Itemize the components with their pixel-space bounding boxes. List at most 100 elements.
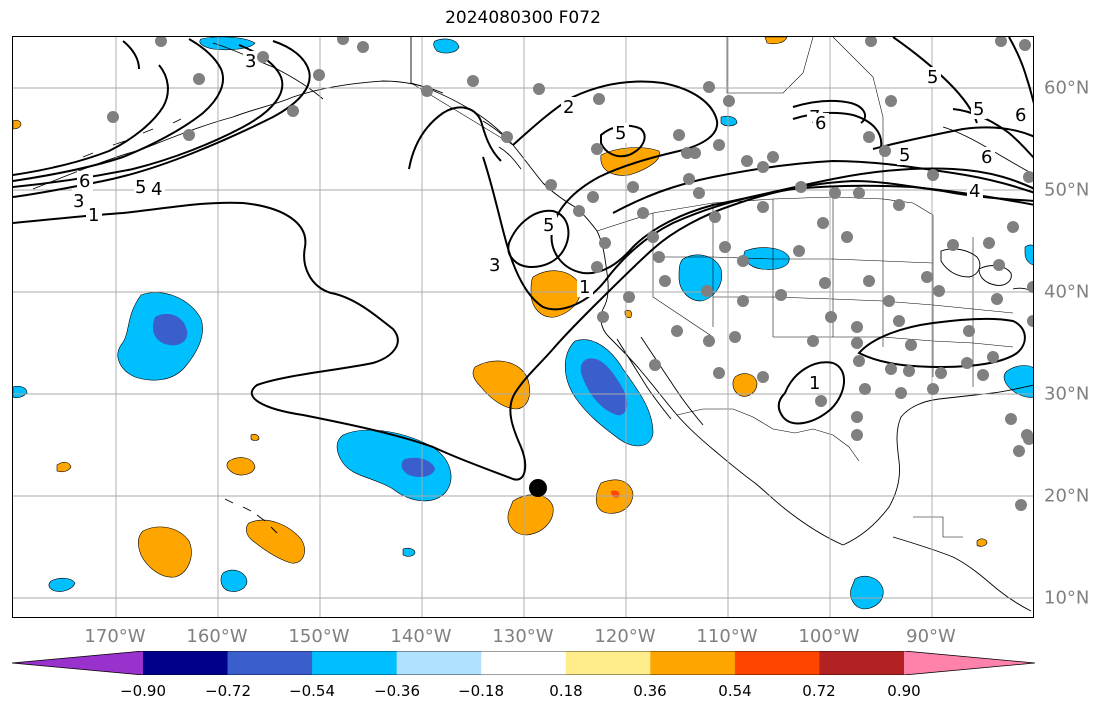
contour-label-5-east: 5 <box>899 145 910 166</box>
neg-core-nw-pacific <box>152 313 188 346</box>
contour-2 <box>512 80 1033 275</box>
neg-core-baja <box>580 358 628 416</box>
lat-label-40n: 40°N <box>1044 281 1090 303</box>
neg-patch-tiny-1 <box>402 547 416 557</box>
contour-1-inner <box>408 106 502 170</box>
lon-label-150w: 150°W <box>288 626 350 647</box>
colorbar-extend-high <box>904 651 1035 675</box>
neg-patch-tiny-2 <box>720 115 738 127</box>
pos-patch-ne-pacific <box>530 270 581 318</box>
contour-label-5-bc: 5 <box>615 123 626 144</box>
contour-5-north <box>13 38 224 182</box>
lat-label-10n: 10°N <box>1044 587 1090 609</box>
colorbar-segment <box>396 651 482 675</box>
contour-7 <box>122 40 867 124</box>
colorbar-segment <box>650 651 736 675</box>
contour-label-5-ne: 5 <box>927 67 938 88</box>
contour-label-3-west: 3 <box>73 191 84 212</box>
map-panel: 1 3 5 4 6 3 2 5 5 3 1 7 6 5 4 6 5 5 6 <box>12 36 1034 618</box>
colorbar-segment <box>143 651 229 675</box>
neg-patch-hudson <box>433 38 460 54</box>
contour-5-east <box>872 126 1033 150</box>
contour-label-4-west: 4 <box>151 179 162 200</box>
colorbar-segment <box>565 651 651 675</box>
contour-1-main <box>13 179 1033 481</box>
pos-patch-tropical-1 <box>507 494 554 536</box>
lon-label-110w: 110°W <box>696 626 758 647</box>
colorbar-segment <box>227 651 313 675</box>
colorbar-tick-label: 0.18 <box>549 682 583 700</box>
colorbar-tick-label: 0.36 <box>633 682 667 700</box>
neg-patch-gulf-coast <box>1003 365 1033 398</box>
contour-label-1-coast: 1 <box>579 277 590 298</box>
lon-label-170w: 170°W <box>84 626 146 647</box>
colorbar-tick-label: 0.72 <box>802 682 836 700</box>
lat-label-20n: 20°N <box>1044 485 1090 507</box>
storm-position-marker <box>529 479 547 497</box>
colorbar-segment <box>734 651 820 675</box>
lat-label-60n: 60°N <box>1044 77 1090 99</box>
lon-label-140w: 140°W <box>390 626 452 647</box>
contour-label-3-low: 3 <box>489 255 500 276</box>
colorbar-extend-low <box>12 651 143 675</box>
contour-label-5-ne2: 5 <box>973 99 984 120</box>
neg-patch-great-basin <box>678 254 723 302</box>
lat-label-50n: 50°N <box>1044 179 1090 201</box>
pos-patch-off-baja <box>472 360 530 410</box>
contour-label-4-east: 4 <box>969 181 980 202</box>
contour-4 <box>13 44 1033 214</box>
pos-patch-small-5 <box>764 37 788 45</box>
pos-patch-small-3 <box>13 119 22 130</box>
pos-patch-small-1 <box>226 457 256 476</box>
lon-label-90w: 90°W <box>906 626 956 647</box>
lon-label-160w: 160°W <box>186 626 248 647</box>
contour-5-low <box>507 209 570 268</box>
contour-label-2: 2 <box>563 97 574 118</box>
colorbar <box>12 651 1036 675</box>
lon-label-100w: 100°W <box>798 626 860 647</box>
neg-patch-tiny-4 <box>1024 244 1033 266</box>
neg-patch-hawaii-south <box>220 569 248 592</box>
contour-label-6-north: 6 <box>815 113 826 134</box>
lon-label-130w: 130°W <box>492 626 554 647</box>
neg-core-central-pacific <box>401 457 435 477</box>
colorbar-tick-label: −0.54 <box>289 682 335 700</box>
colorbar-segment <box>819 651 905 675</box>
neg-patch-tiny-3 <box>13 385 28 399</box>
contour-label-5-west: 5 <box>135 177 146 198</box>
pos-patch-small-4 <box>250 433 260 441</box>
pos-patch-hawaii-east <box>246 519 305 564</box>
contour-label-6-ne: 6 <box>1015 105 1026 126</box>
contour-label-6-west: 6 <box>79 171 90 192</box>
pos-patch-small-7 <box>624 309 632 319</box>
contour-label-1-mexico: 1 <box>809 373 820 394</box>
contour-label-6-east: 6 <box>981 147 992 168</box>
contour-1-mexico <box>777 361 845 425</box>
contour-lines <box>13 37 1033 481</box>
pos-patch-mexico <box>732 373 758 397</box>
contour-label-5-low: 5 <box>543 215 554 236</box>
neg-patch-small-west <box>48 577 76 592</box>
contour-label-1-west: 1 <box>88 205 99 226</box>
colorbar-segment <box>312 651 398 675</box>
contour-label-3-north: 3 <box>245 51 256 72</box>
colorbar-segment <box>481 651 567 675</box>
colorbar-tick-label: 0.54 <box>718 682 752 700</box>
colorbar-tick-label: −0.72 <box>205 682 251 700</box>
chart-title: 2024080300 F072 <box>445 8 601 28</box>
lat-label-30n: 30°N <box>1044 383 1090 405</box>
station-dots <box>107 37 1033 511</box>
pos-patch-southwest <box>137 526 192 578</box>
contour-1-east <box>857 317 1026 369</box>
colorbar-tick-label: −0.90 <box>120 682 166 700</box>
pos-patch-small-6 <box>976 538 988 547</box>
contour-label-group: 1 3 5 4 6 3 2 5 5 3 1 7 6 5 4 6 5 5 6 <box>72 51 1029 394</box>
neg-patch-east-pacific-south <box>850 576 884 610</box>
colorbar-tick-label: 0.90 <box>887 682 921 700</box>
colorbar-tick-label: −0.18 <box>458 682 504 700</box>
neg-patch-central-pacific <box>336 429 452 502</box>
map-canvas: 1 3 5 4 6 3 2 5 5 3 1 7 6 5 4 6 5 5 6 <box>13 37 1033 617</box>
colorbar-outline <box>12 651 1036 675</box>
lon-label-120w: 120°W <box>594 626 656 647</box>
colorbar-tick-label: −0.36 <box>374 682 420 700</box>
